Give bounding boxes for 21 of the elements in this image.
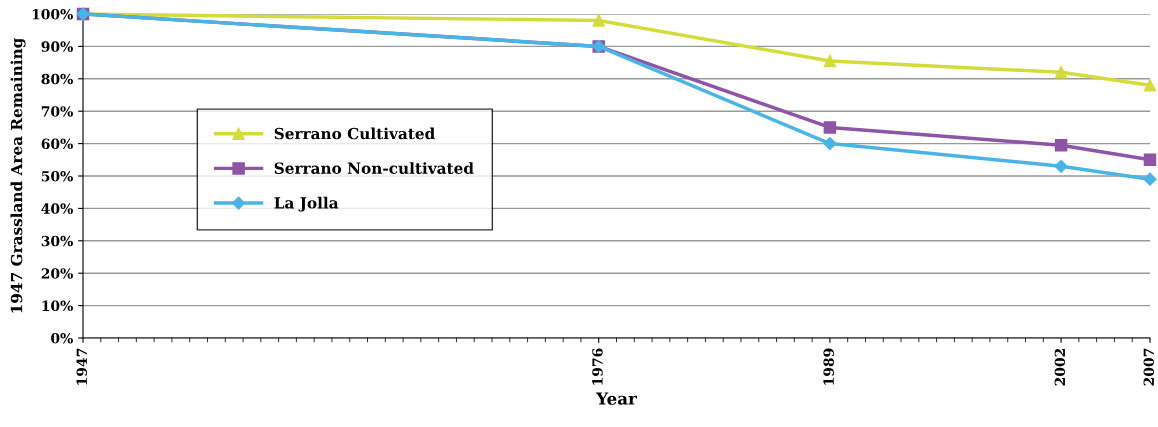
x-tick-label: 1989 xyxy=(823,348,834,385)
y-tick-label: 80% xyxy=(41,73,73,85)
y-tick-label: 40% xyxy=(41,203,73,214)
x-tick-label: 2002 xyxy=(1054,348,1066,386)
x-tick-label: 1947 xyxy=(76,348,88,385)
y-tick-label: 30% xyxy=(41,235,73,247)
y-tick-label: 60% xyxy=(41,138,73,150)
legend-label: Serrano Non-cultivated xyxy=(274,162,474,174)
y-tick-label: 70% xyxy=(41,106,73,117)
y-tick-label: 50% xyxy=(41,170,73,182)
legend-label: Serrano Cultivated xyxy=(274,127,435,140)
y-tick-label: 20% xyxy=(41,268,73,279)
x-tick-label: 2007 xyxy=(1143,348,1155,386)
y-tick-label: 0% xyxy=(51,332,73,344)
y-tick-label: 10% xyxy=(42,300,73,312)
y-tick-label: 90% xyxy=(41,41,73,52)
legend-label: La Jolla xyxy=(274,196,339,212)
y-axis-title: 1947 Grassland Area Remaining xyxy=(10,38,26,313)
y-tick-label: 100% xyxy=(32,8,73,20)
x-axis-title: Year xyxy=(596,392,637,405)
x-tick-label: 1976 xyxy=(592,348,603,385)
